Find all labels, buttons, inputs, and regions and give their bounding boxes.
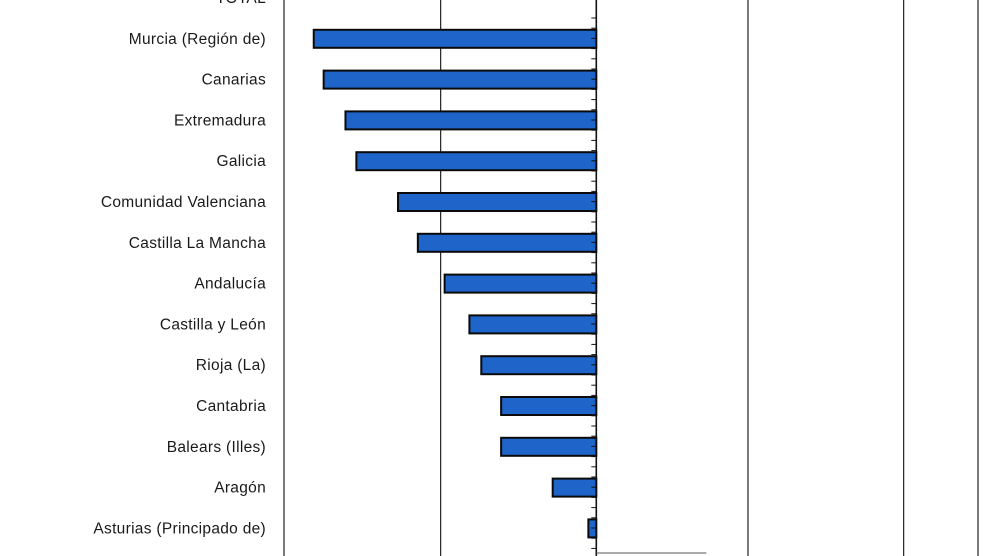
bar (416, 232, 598, 253)
category-label: Andalucía (194, 276, 266, 293)
bar (322, 69, 598, 90)
category-label: Cantabria (196, 398, 266, 415)
bar (480, 355, 598, 376)
bar (468, 314, 598, 335)
category-label: Comunidad Valenciana (101, 194, 266, 211)
category-label: Extremadura (174, 112, 266, 129)
category-label: Murcia (Región de) (129, 31, 266, 48)
category-label: Aragón (214, 480, 266, 497)
bar (443, 273, 598, 294)
bar (344, 110, 598, 131)
category-label: Rioja (La) (196, 357, 266, 374)
bar (500, 436, 598, 457)
category-label: Castilla y León (160, 316, 266, 333)
bar (551, 477, 598, 498)
bar (312, 28, 598, 49)
bar (355, 151, 598, 172)
bar (397, 192, 598, 212)
category-label: Balears (Illes) (167, 439, 266, 456)
category-label: Canarias (202, 72, 266, 89)
category-labels: TOTAL Murcia (Región de) Canarias Extremadu… (93, 0, 267, 537)
category-label: Castilla La Mancha (129, 235, 266, 252)
bars (312, 28, 598, 539)
category-label: Galicia (217, 153, 267, 170)
category-label: TOTAL (216, 0, 266, 7)
zero-axis (591, 0, 707, 556)
category-label: Asturias (Principado de) (93, 520, 266, 537)
bar (500, 396, 598, 416)
